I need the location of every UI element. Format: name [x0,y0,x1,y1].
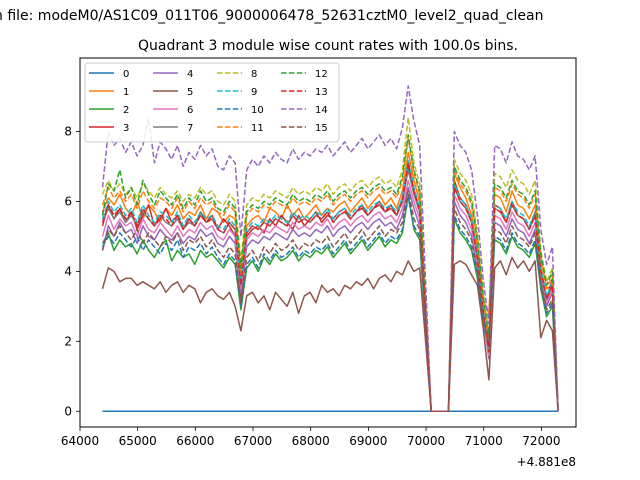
legend-item-12: 12 [281,69,328,80]
legend-item-7: 7 [153,123,193,134]
legend-item-13: 13 [281,87,328,98]
plot-frame [79,57,577,428]
series-12-line [101,134,559,413]
y-tick-label: 0 [64,404,72,418]
y-tick-label: 8 [64,124,72,138]
legend-label: 2 [123,105,129,116]
legend-item-10: 10 [217,105,264,116]
y-tick-label: 6 [64,194,72,208]
chart-title: Quadrant 3 module wise count rates with … [138,38,518,54]
legend-item-1: 1 [89,87,129,98]
legend-label: 0 [123,69,129,80]
x-tick-label: 67000 [234,434,272,448]
legend-label: 15 [315,123,328,134]
figure-suptitle: n file: modeM0/AS1C09_011T06_9000006478_… [0,8,543,24]
series-5-line [101,256,559,413]
legend-item-3: 3 [89,123,129,134]
legend-item-5: 5 [153,87,193,98]
x-axis: 64000 65000 66000 67000 68000 69000 70000 71000… [61,427,560,448]
y-axis: 0 2 4 6 8 [64,124,80,418]
x-tick-label: 64000 [61,434,99,448]
series-10-line [101,197,559,413]
legend-label: 8 [251,69,257,80]
series-13-line [101,162,559,413]
x-tick-label: 71000 [465,434,503,448]
legend-label: 13 [315,87,328,98]
x-tick-label: 66000 [176,434,214,448]
legend-item-0: 0 [89,69,129,80]
legend-label: 3 [123,123,129,134]
legend-label: 1 [123,87,129,98]
series-9-line [101,158,559,413]
legend-label: 11 [251,123,264,134]
y-tick-label: 2 [64,334,72,348]
series-layer [101,85,559,413]
legend-label: 10 [251,105,264,116]
legend-label: 5 [187,87,193,98]
y-tick-label: 4 [64,264,72,278]
legend-item-11: 11 [217,123,264,134]
legend-frame [84,62,340,143]
legend-item-6: 6 [153,105,193,116]
legend-item-15: 15 [281,123,328,134]
series-11-line [101,137,559,413]
legend-label: 6 [187,105,193,116]
x-tick-label: 68000 [292,434,330,448]
legend-item-14: 14 [281,105,328,116]
x-tick-label: 65000 [119,434,157,448]
x-tick-label: 70000 [407,434,445,448]
x-tick-label: 69000 [349,434,387,448]
legend-item-4: 4 [153,69,193,80]
x-offset-text: +4.881e8 [517,455,576,469]
series-14-line [101,85,559,413]
legend-item-8: 8 [217,69,257,80]
x-tick-label: 72000 [522,434,560,448]
legend-item-2: 2 [89,105,129,116]
legend-label: 12 [315,69,328,80]
series-15-line [101,190,559,413]
legend-label: 14 [315,105,328,116]
legend-item-9: 9 [217,87,257,98]
legend-label: 9 [251,87,257,98]
legend-label: 7 [187,123,193,134]
legend-label: 4 [187,69,193,80]
